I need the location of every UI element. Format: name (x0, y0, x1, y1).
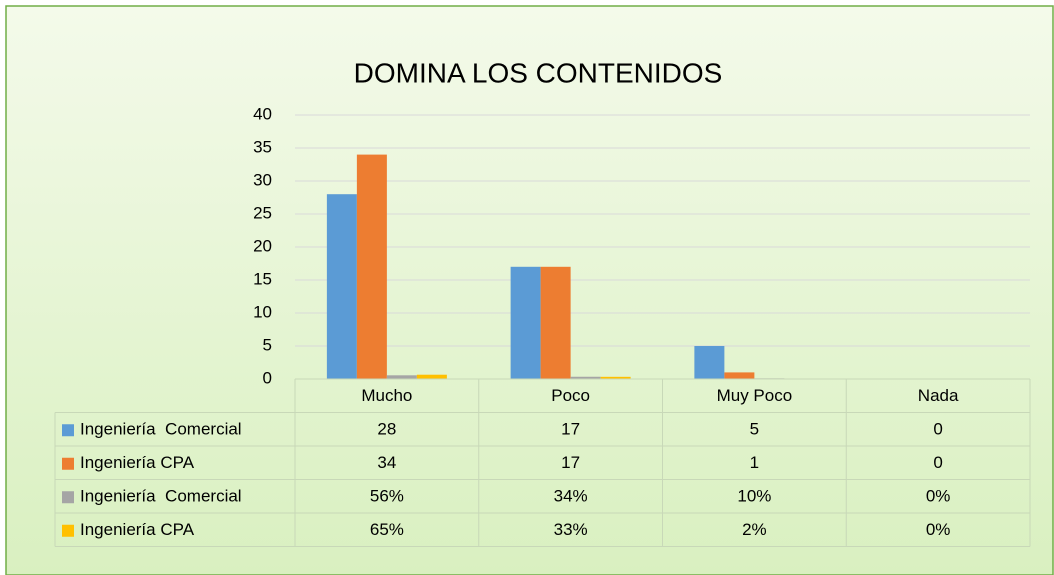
x-tick-label: Mucho (361, 386, 412, 405)
table-value: 1 (750, 453, 759, 472)
bar (600, 376, 631, 379)
table-value: 28 (377, 420, 396, 439)
bar (386, 375, 417, 379)
table-value: 34 (377, 453, 396, 472)
table-value: 0 (933, 420, 942, 439)
chart-title: DOMINA LOS CONTENIDOS (354, 57, 723, 88)
table-value: 56% (370, 487, 404, 506)
x-tick-label: Muy Poco (717, 386, 793, 405)
bar (510, 266, 541, 379)
bar (326, 194, 357, 379)
bar (724, 372, 755, 379)
table-value: 65% (370, 520, 404, 539)
table-value: 0% (926, 487, 951, 506)
y-tick-label: 0 (263, 368, 272, 387)
table-value: 0 (933, 453, 942, 472)
bar (540, 266, 571, 379)
table-value: 34% (554, 487, 588, 506)
y-tick-label: 40 (253, 104, 272, 123)
y-tick-label: 15 (253, 269, 272, 288)
legend-key (62, 491, 74, 504)
y-tick-label: 5 (263, 335, 272, 354)
table-value: 2% (742, 520, 767, 539)
y-tick-label: 30 (253, 170, 272, 189)
table-value: 0% (926, 520, 951, 539)
y-tick-label: 35 (253, 137, 272, 156)
table-value: 17 (561, 453, 580, 472)
y-tick-label: 10 (253, 302, 272, 321)
table-value: 5 (750, 420, 759, 439)
table-value: 17 (561, 420, 580, 439)
table-value: 33% (554, 520, 588, 539)
bar (570, 376, 601, 379)
y-tick-label: 20 (253, 236, 272, 255)
bar (416, 374, 447, 379)
x-tick-label: Poco (551, 386, 590, 405)
x-tick-label: Nada (918, 386, 959, 405)
legend-key (62, 457, 74, 470)
legend-label: Ingeniería Comercial (80, 487, 242, 506)
bar (356, 154, 387, 379)
table-value: 10% (737, 487, 771, 506)
y-tick-label: 25 (253, 203, 272, 222)
legend-label: Ingeniería CPA (80, 520, 195, 539)
bar (694, 346, 725, 379)
legend-label: Ingeniería Comercial (80, 420, 242, 439)
legend-key (62, 524, 74, 537)
legend-label: Ingeniería CPA (80, 453, 195, 472)
legend-key (62, 424, 74, 437)
